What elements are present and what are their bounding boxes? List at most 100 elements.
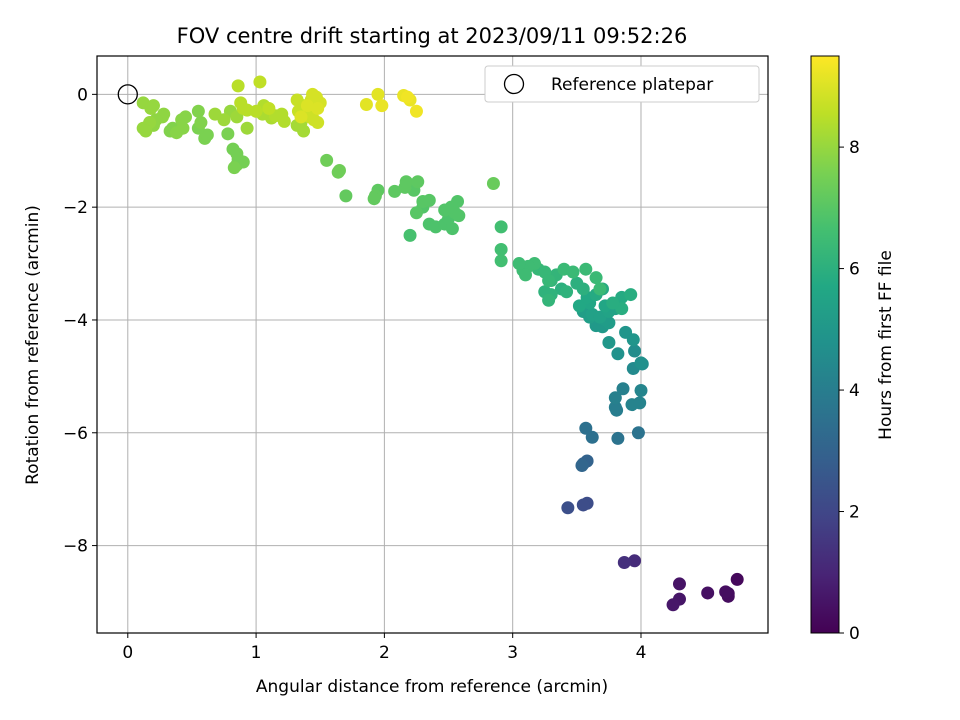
data-point xyxy=(672,577,686,591)
data-point xyxy=(611,431,625,445)
data-point xyxy=(231,79,245,93)
y-tick-label: 0 xyxy=(77,85,88,105)
data-point xyxy=(139,124,153,138)
data-point xyxy=(624,288,638,302)
data-point xyxy=(730,572,744,586)
colorbar: 0 2 4 6 8 Hours from first FF file xyxy=(810,55,896,644)
reference-marker xyxy=(117,84,138,105)
data-point xyxy=(227,161,241,175)
data-point xyxy=(409,206,423,220)
data-point xyxy=(253,75,267,89)
legend-box xyxy=(484,65,760,103)
data-point xyxy=(306,87,320,101)
data-point xyxy=(611,347,625,361)
data-point xyxy=(249,104,263,118)
data-point xyxy=(262,101,276,115)
data-point xyxy=(634,356,648,370)
plot-frame xyxy=(96,55,769,634)
data-point xyxy=(371,87,385,101)
data-point xyxy=(486,176,500,190)
x-tick-label: 3 xyxy=(507,643,518,663)
data-point xyxy=(359,98,373,112)
legend-marker xyxy=(503,73,525,95)
data-point xyxy=(179,110,193,124)
data-point xyxy=(494,220,508,234)
data-point xyxy=(585,430,599,444)
data-point xyxy=(494,254,508,268)
data-point xyxy=(331,165,345,179)
data-point xyxy=(194,116,208,130)
data-point xyxy=(451,195,465,209)
data-point xyxy=(666,598,680,612)
y-tick-label: −6 xyxy=(63,424,88,444)
data-point xyxy=(608,391,622,405)
data-point xyxy=(617,555,631,569)
data-point xyxy=(409,104,423,118)
data-point xyxy=(561,501,575,515)
data-point xyxy=(512,257,526,271)
data-point xyxy=(399,175,413,189)
data-point xyxy=(631,426,645,440)
data-point xyxy=(519,268,533,282)
x-axis-ticks: 0 1 2 3 4 xyxy=(122,633,646,663)
scatter-points xyxy=(117,75,744,612)
data-point xyxy=(146,99,160,113)
data-point xyxy=(300,99,314,113)
data-point xyxy=(422,193,436,207)
gridlines xyxy=(97,56,768,633)
data-point xyxy=(542,293,556,307)
x-tick-label: 4 xyxy=(636,643,647,663)
data-point xyxy=(628,554,642,568)
data-point xyxy=(445,222,459,236)
y-tick-label: −2 xyxy=(63,198,88,218)
colorbar-tick-label: 6 xyxy=(849,260,860,280)
data-point xyxy=(452,209,466,223)
data-point xyxy=(579,421,593,435)
colorbar-tick-label: 2 xyxy=(849,503,860,523)
data-point xyxy=(560,285,574,299)
data-point xyxy=(339,189,353,203)
y-tick-label: −4 xyxy=(63,311,88,331)
data-point xyxy=(719,585,733,599)
colorbar-tick-label: 8 xyxy=(849,138,860,158)
x-tick-label: 2 xyxy=(379,643,390,663)
x-axis-label: Angular distance from reference (arcmin) xyxy=(256,677,608,697)
data-point xyxy=(375,99,389,113)
data-point xyxy=(610,403,624,417)
data-point xyxy=(367,192,381,206)
y-tick-label: −8 xyxy=(63,537,88,557)
x-tick-label: 1 xyxy=(251,643,262,663)
data-point xyxy=(297,124,311,138)
data-point xyxy=(411,175,425,189)
data-point xyxy=(294,110,308,124)
x-tick-label: 0 xyxy=(122,643,133,663)
colorbar-gradient xyxy=(810,55,840,634)
data-point xyxy=(593,282,607,296)
data-point xyxy=(494,242,508,256)
data-point xyxy=(400,90,414,104)
data-point xyxy=(221,127,235,141)
data-point xyxy=(633,396,647,410)
y-axis-label: Rotation from reference (arcmin) xyxy=(23,205,43,485)
data-point xyxy=(576,498,590,512)
data-point xyxy=(217,113,231,127)
data-point xyxy=(606,296,620,310)
colorbar-tick-label: 4 xyxy=(849,381,860,401)
data-point xyxy=(240,121,254,135)
data-point xyxy=(634,383,648,397)
data-point xyxy=(572,299,586,313)
data-point xyxy=(626,333,640,347)
data-point xyxy=(602,336,616,350)
data-point xyxy=(628,344,642,358)
data-point xyxy=(277,114,291,128)
legend-entry: Reference platepar xyxy=(551,75,713,95)
data-point xyxy=(542,273,556,287)
data-point xyxy=(311,116,325,130)
colorbar-ticks: 0 2 4 6 8 xyxy=(839,138,860,644)
data-point xyxy=(200,128,214,142)
colorbar-label: Hours from first FF file xyxy=(876,250,896,440)
data-point xyxy=(388,184,402,198)
data-point xyxy=(575,458,589,472)
data-point xyxy=(701,586,715,600)
